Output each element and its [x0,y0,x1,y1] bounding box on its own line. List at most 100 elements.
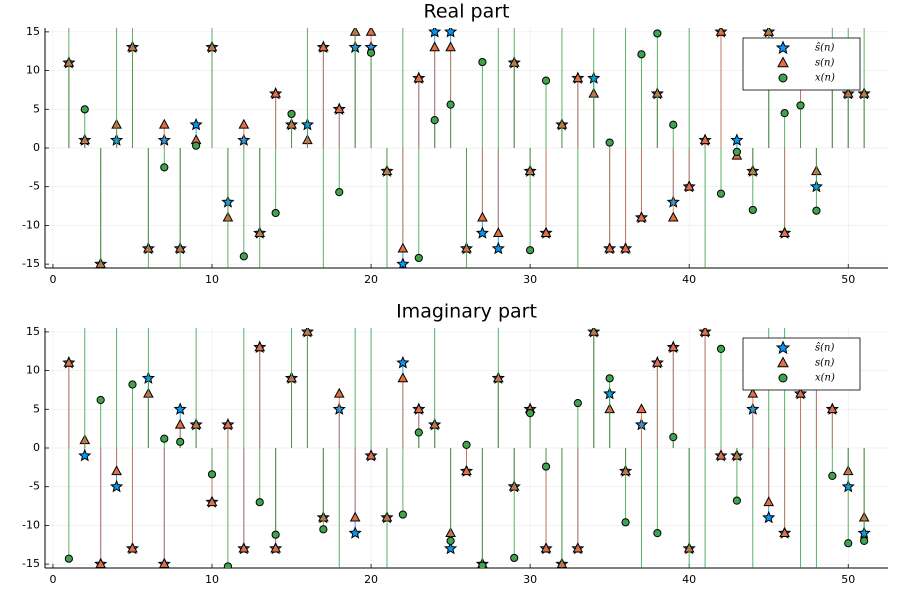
star-marker [173,402,187,415]
star-marker [396,355,410,369]
stem [653,448,662,538]
triangle-marker [492,227,504,238]
circle-marker [829,13,836,20]
stem [158,448,170,568]
stem [747,387,759,448]
y-tick-label: 15 [26,325,40,338]
stem [699,134,711,148]
x-tick-label: 0 [49,273,56,286]
stem [366,48,376,148]
y-tick-label: -15 [22,557,40,570]
circle-marker [765,13,772,20]
circle-marker [178,267,182,268]
circle-marker [430,116,439,125]
stem [147,148,150,268]
circle-marker [160,434,169,443]
circle-marker [812,206,821,215]
triangle-marker [429,41,441,52]
stem [337,448,341,568]
circle-marker [640,567,643,568]
circle-marker [65,13,72,20]
stem [779,448,790,538]
circle-marker [223,562,233,568]
triangle-marker [636,211,647,222]
circle-marker [844,539,853,548]
stem [116,28,118,148]
stem [226,148,230,268]
stem [828,448,837,480]
x-tick-label: 20 [364,573,378,586]
x-tick-label: 50 [841,273,855,286]
stem [462,440,471,450]
circle-marker [703,267,707,268]
circle-marker [576,267,580,268]
circle-marker [605,374,614,383]
star-marker [78,448,92,462]
circle-marker [478,561,487,568]
circle-marker [414,428,423,437]
stem [699,328,711,448]
stem [636,403,647,448]
circle-marker [669,433,678,442]
circle-marker [748,205,757,215]
stem [322,148,325,268]
triangle-marker [238,542,250,553]
stem [333,103,345,148]
triangle-marker [95,558,107,568]
stem [430,116,439,148]
circle-marker [129,13,136,20]
stem [434,328,436,448]
stem [413,72,425,148]
stem [414,148,423,263]
stem [653,29,662,148]
stem [116,328,118,448]
stem [620,148,631,253]
circle-marker [751,567,755,568]
stem [160,434,169,448]
triangle-marker [365,449,377,460]
stem [780,109,789,148]
circle-marker [304,313,311,320]
stem [398,448,407,519]
star-marker [109,479,124,493]
triangle-marker [158,558,170,568]
triangle-marker [777,356,789,368]
circle-marker [337,567,341,568]
stem [478,448,487,568]
stem [573,398,582,448]
star-marker [396,257,410,268]
stem [461,448,472,476]
circle-marker [465,267,468,268]
stem [238,118,250,148]
stem [763,448,775,507]
star-marker [730,133,744,146]
triangle-marker [413,72,425,83]
stem [640,448,643,568]
stem [636,148,647,222]
stem [625,28,627,148]
circle-marker [287,109,296,119]
stem [160,148,169,172]
plot-area [62,313,871,568]
stem [715,448,727,460]
circle-marker [385,267,389,268]
stem [238,448,250,553]
circle-marker [99,267,103,268]
stem [492,148,504,238]
triangle-marker [715,449,727,460]
triangle-marker [572,72,584,83]
stem [335,148,344,197]
stem [561,28,563,148]
circle-marker [590,13,597,20]
circle-marker [239,252,248,261]
circle-marker [778,373,788,383]
triangle-marker [270,87,281,98]
triangle-marker [365,28,377,36]
triangle-marker [777,56,789,68]
circle-marker [732,147,741,156]
triangle-marker [349,511,361,522]
stem [540,148,552,238]
triangle-marker [254,341,266,352]
star-marker [775,40,791,55]
stem [414,428,423,448]
